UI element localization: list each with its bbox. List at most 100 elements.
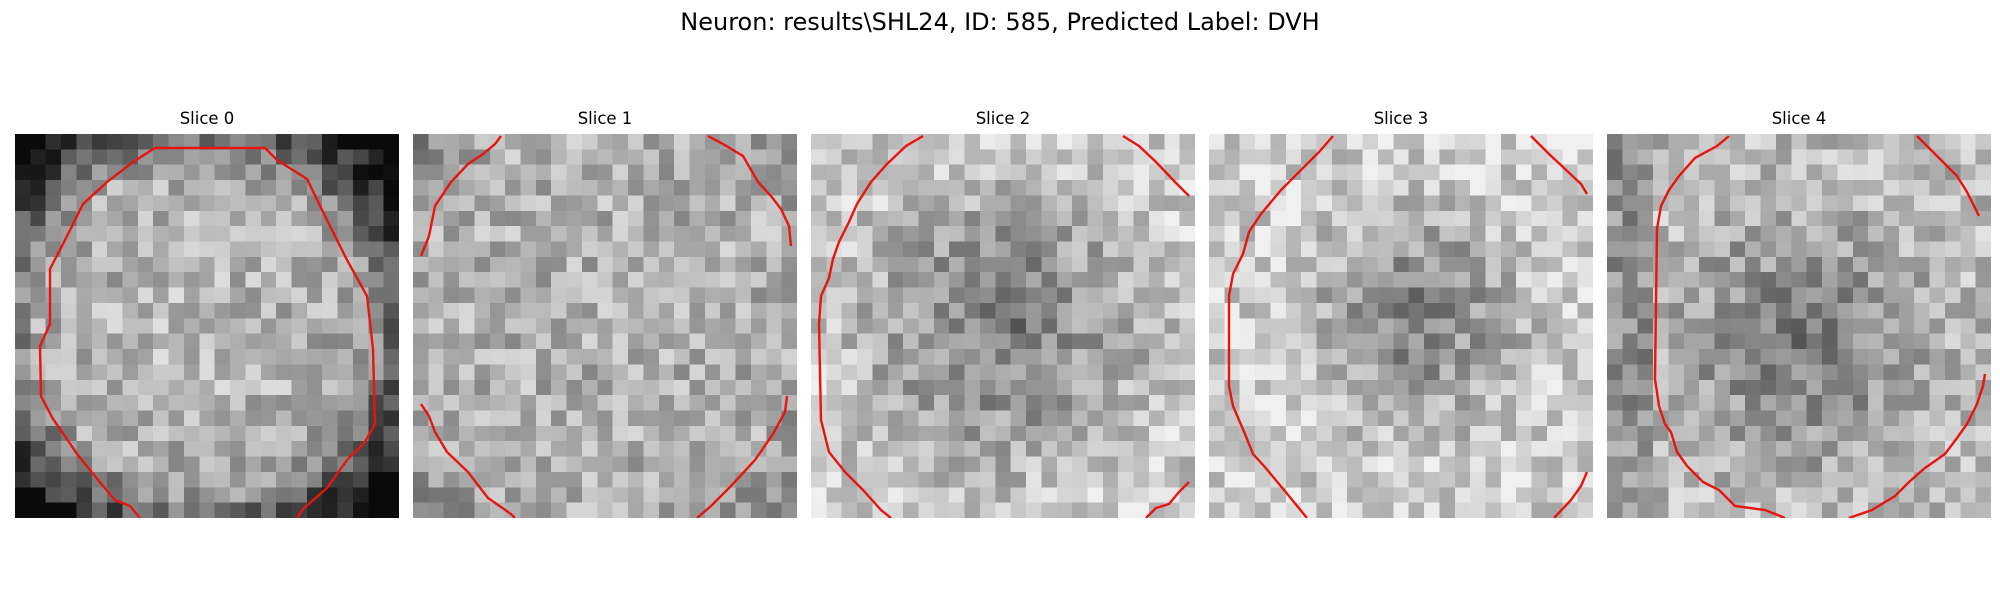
image-pixel xyxy=(1133,226,1150,243)
image-pixel xyxy=(413,364,429,381)
image-pixel xyxy=(643,333,660,350)
image-pixel xyxy=(1424,456,1440,473)
image-pixel xyxy=(260,441,277,458)
image-pixel xyxy=(1301,195,1318,212)
image-pixel xyxy=(61,379,78,396)
image-pixel xyxy=(322,180,339,197)
image-pixel xyxy=(474,487,491,504)
image-pixel xyxy=(1164,364,1181,381)
image-pixel xyxy=(750,210,767,227)
image-pixel xyxy=(1577,226,1593,243)
image-pixel xyxy=(1255,487,1272,504)
image-pixel xyxy=(1439,379,1456,396)
image-pixel xyxy=(183,379,200,396)
image-pixel xyxy=(1331,318,1348,335)
image-pixel xyxy=(1010,502,1027,518)
image-pixel xyxy=(1010,302,1027,319)
image-pixel xyxy=(1239,471,1256,488)
image-pixel xyxy=(1637,410,1654,427)
image-pixel xyxy=(368,256,385,273)
image-pixel xyxy=(1362,272,1379,289)
image-pixel xyxy=(352,180,369,197)
image-pixel xyxy=(1531,502,1548,518)
image-pixel xyxy=(903,441,920,458)
image-pixel xyxy=(1562,318,1579,335)
image-pixel xyxy=(459,441,476,458)
image-pixel xyxy=(443,349,460,365)
image-pixel xyxy=(1285,410,1302,427)
image-pixel xyxy=(979,195,996,212)
image-pixel xyxy=(612,502,629,518)
image-pixel xyxy=(1393,364,1410,381)
image-pixel xyxy=(1729,487,1746,504)
image-pixel xyxy=(1562,272,1579,289)
image-pixel xyxy=(841,318,858,335)
image-pixel xyxy=(1531,241,1548,258)
image-pixel xyxy=(368,149,385,166)
image-pixel xyxy=(1531,164,1548,181)
image-pixel xyxy=(413,441,429,458)
image-pixel xyxy=(551,410,568,427)
image-pixel xyxy=(766,456,783,473)
image-pixel xyxy=(306,456,323,473)
image-pixel xyxy=(1102,425,1119,442)
image-pixel xyxy=(1516,487,1533,504)
image-pixel xyxy=(1393,502,1410,518)
image-pixel xyxy=(505,395,522,412)
image-pixel xyxy=(933,149,950,166)
image-pixel xyxy=(1056,364,1073,381)
image-pixel xyxy=(1424,395,1440,412)
image-pixel xyxy=(1485,180,1502,197)
image-pixel xyxy=(1546,471,1563,488)
image-pixel xyxy=(1301,502,1318,518)
image-pixel xyxy=(674,256,691,273)
image-pixel xyxy=(428,134,445,150)
figure-title: Neuron: results\SHL24, ID: 585, Predicte… xyxy=(680,8,1320,36)
image-pixel xyxy=(841,441,858,458)
image-pixel xyxy=(872,210,889,227)
image-pixel xyxy=(291,195,308,212)
image-pixel xyxy=(1806,164,1823,181)
image-pixel xyxy=(1087,364,1104,381)
image-pixel xyxy=(91,379,108,396)
image-pixel xyxy=(1760,364,1777,381)
image-pixel xyxy=(1745,318,1762,335)
image-pixel xyxy=(918,456,935,473)
image-pixel xyxy=(1745,134,1762,150)
image-pixel xyxy=(995,302,1012,319)
image-pixel xyxy=(1470,318,1487,335)
image-pixel xyxy=(1377,425,1394,442)
image-pixel xyxy=(1898,364,1915,381)
image-pixel xyxy=(383,379,399,396)
image-pixel xyxy=(1072,410,1089,427)
image-pixel xyxy=(1500,395,1517,412)
image-pixel xyxy=(153,241,170,258)
image-pixel xyxy=(413,164,429,181)
image-pixel xyxy=(1118,256,1135,273)
image-pixel xyxy=(1010,379,1027,396)
image-pixel xyxy=(291,333,308,350)
image-pixel xyxy=(1408,226,1425,243)
image-pixel xyxy=(199,333,216,350)
image-pixel xyxy=(949,256,966,273)
image-pixel xyxy=(15,302,31,319)
image-pixel xyxy=(628,410,644,427)
image-pixel xyxy=(1745,241,1762,258)
image-pixel xyxy=(826,379,843,396)
image-pixel xyxy=(811,456,827,473)
image-pixel xyxy=(1668,471,1685,488)
image-pixel xyxy=(1118,333,1135,350)
image-pixel xyxy=(1439,487,1456,504)
image-pixel xyxy=(368,134,385,150)
image-pixel xyxy=(1944,410,1961,427)
image-pixel xyxy=(1239,195,1256,212)
image-pixel xyxy=(766,502,783,518)
image-pixel xyxy=(1898,149,1915,166)
image-pixel xyxy=(1806,410,1823,427)
image-pixel xyxy=(91,395,108,412)
image-pixel xyxy=(1041,349,1058,365)
image-pixel xyxy=(566,195,583,212)
image-pixel xyxy=(1072,226,1089,243)
image-pixel xyxy=(1102,456,1119,473)
image-pixel xyxy=(137,379,154,396)
